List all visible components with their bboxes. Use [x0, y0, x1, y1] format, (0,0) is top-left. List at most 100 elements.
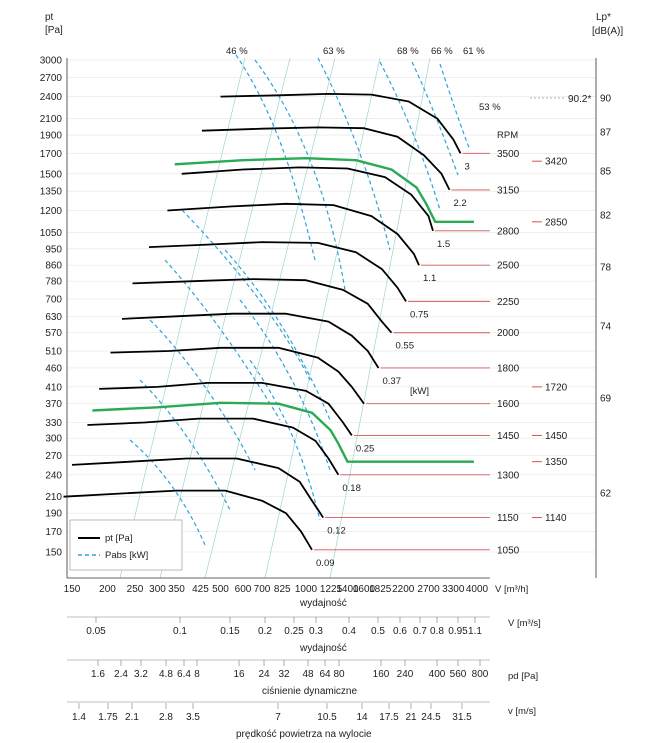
- y-tick-label: 950: [45, 244, 62, 255]
- y-tick-label: 270: [45, 451, 62, 462]
- power-curve: [129, 439, 206, 546]
- rpm-label: 2800: [497, 226, 520, 237]
- rpm-label: 1450: [497, 431, 520, 442]
- y-tick-label: 170: [45, 527, 62, 538]
- secondary-tick-label: 17.5: [379, 712, 399, 723]
- db-tick-label: 85: [600, 167, 612, 178]
- secondary-tick-label: 16: [233, 669, 245, 680]
- secondary-tick-label: 0.95: [448, 626, 468, 637]
- efficiency-label-63: 63 %: [323, 46, 345, 57]
- db-tick-label: 78: [600, 263, 612, 274]
- rpm-marker: 1350: [545, 457, 568, 468]
- power-curve: [139, 379, 231, 511]
- velocity-scale-unit: v [m/s]: [508, 706, 536, 717]
- x-tick-label: 1825: [369, 584, 392, 595]
- flow-scale-title: wydajność: [299, 643, 347, 654]
- y-tick-label: 210: [45, 492, 62, 503]
- rpm-label: 3500: [497, 149, 520, 160]
- secondary-tick-label: 24: [258, 669, 270, 680]
- secondary-tick-label: 0.7: [413, 626, 427, 637]
- rpm-label: 1800: [497, 363, 520, 374]
- legend-box: [69, 519, 183, 571]
- secondary-tick-label: 3.2: [134, 669, 148, 680]
- power-curve: [379, 61, 441, 211]
- y-tick-labels: 3000 2700 2400 2100 1900 1700 1500 1350 1200 1050…: [40, 56, 63, 559]
- power-label: 0.25: [356, 443, 375, 454]
- db-tick-label: 90: [600, 94, 612, 105]
- power-labels: 3 2.2 1.5 1.1 0.75 0.55 0.37 0.25 0.18 0.12 0.09: [316, 161, 470, 569]
- power-label: 1.5: [437, 239, 450, 250]
- y-tick-label: 3000: [40, 56, 63, 67]
- secondary-tick-label: 24.5: [421, 712, 441, 723]
- secondary-tick-label: 1.6: [91, 669, 105, 680]
- curve-rpm-2850: [174, 157, 474, 223]
- curve-rpm-1150: [71, 457, 324, 519]
- y-tick-label: 1350: [40, 187, 63, 198]
- rpm-label: 1300: [497, 470, 520, 481]
- y-tick-label: 370: [45, 399, 62, 410]
- efficiency-diagonal: [119, 57, 246, 579]
- curve-rpm-2800: [181, 166, 434, 232]
- rpm-marker: 1450: [545, 431, 568, 442]
- legend-label-pabs: Pabs [kW]: [105, 550, 148, 561]
- secondary-tick-label: 0.15: [220, 626, 240, 637]
- rpm-label: 1150: [497, 513, 519, 524]
- efficiency-label-68: 68 %: [397, 46, 419, 57]
- secondary-scale-flow: 0.05 0.1 0.15 0.2 0.25 0.3 0.4 0.5 0.6 0.7 0.8 0.95…: [67, 616, 541, 654]
- right-axis-title-1: Lp*: [596, 12, 611, 23]
- rpm-markers: 3420 2850 1720 1450 1350 1140: [532, 157, 568, 524]
- power-label: 0.18: [342, 483, 361, 494]
- x-tick-label: 200: [99, 584, 116, 595]
- x-axis-title: wydajność: [299, 598, 347, 609]
- curve-rpm-1450: [99, 382, 353, 436]
- x-tick-label: 700: [254, 584, 271, 595]
- x-tick-label: 825: [274, 584, 291, 595]
- y-tick-label: 2400: [40, 92, 63, 103]
- db-tick-label: 62: [600, 489, 612, 500]
- rpm-label: 2500: [497, 261, 520, 272]
- curve-rpm-2000: [132, 278, 393, 334]
- secondary-tick-label: 1.4: [72, 712, 86, 723]
- secondary-tick-label: 0.2: [258, 626, 272, 637]
- curve-rpm-3500: [220, 93, 462, 154]
- secondary-tick-label: 4.8: [159, 669, 173, 680]
- secondary-tick-label: 64: [319, 669, 331, 680]
- rpm-labels: 3500 3150 2800 2500 2250 2000 1800 1600 1450 1300…: [497, 149, 520, 557]
- secondary-tick-label: 0.05: [86, 626, 106, 637]
- secondary-tick-label: 21: [405, 712, 417, 723]
- y-tick-label: 460: [45, 363, 62, 374]
- secondary-tick-label: 0.5: [371, 626, 385, 637]
- db-tick-label: 69: [600, 394, 612, 405]
- y-tick-label: 330: [45, 418, 62, 429]
- rpm-label: 3150: [497, 185, 520, 196]
- rpm-label: 1600: [497, 399, 520, 410]
- power-label: 1.1: [423, 273, 436, 284]
- secondary-scale-pd: 1.6 2.4 3.2 4.8 6.4 8 16 24 32 48 64 80 160 240 400 560…: [67, 659, 538, 697]
- curve-rpm-2500: [167, 202, 420, 266]
- y-tick-label: 2700: [40, 73, 63, 84]
- x-tick-label: 600: [235, 584, 252, 595]
- x-axis-unit: V [m³/h]: [495, 584, 528, 595]
- curve-rpm-1050: [63, 489, 313, 551]
- secondary-tick-label: 240: [397, 669, 414, 680]
- power-label: 0.37: [383, 376, 402, 387]
- secondary-tick-label: 2.1: [125, 712, 139, 723]
- x-tick-label: 250: [127, 584, 144, 595]
- secondary-tick-label: 0.6: [393, 626, 407, 637]
- y-tick-label: 240: [45, 470, 62, 481]
- x-tick-label: 425: [192, 584, 209, 595]
- y-tick-label: 1050: [40, 228, 63, 239]
- efficiency-label-46: 46 %: [226, 46, 248, 57]
- power-label: 0.75: [410, 309, 429, 320]
- curve-rpm-1600: [110, 346, 365, 405]
- secondary-tick-label: 2.8: [159, 712, 173, 723]
- rpm-guide-lines: [314, 152, 490, 551]
- secondary-tick-label: 0.4: [342, 626, 356, 637]
- power-curve: [239, 299, 331, 471]
- x-tick-label: 1225: [320, 584, 343, 595]
- x-tick-label: 350: [168, 584, 185, 595]
- power-curve: [249, 359, 321, 521]
- x-tick-label: 1400: [336, 584, 359, 595]
- y-tick-label: 2100: [40, 114, 63, 125]
